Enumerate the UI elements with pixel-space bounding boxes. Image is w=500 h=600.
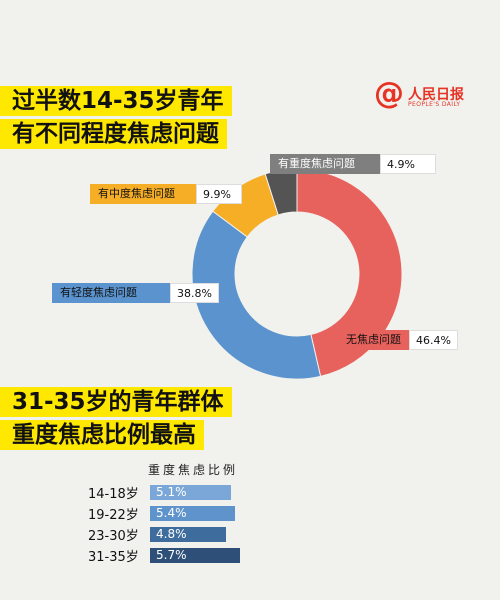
- callout-label: 无焦虑问题: [338, 330, 409, 350]
- donut-slice-mild-anxiety: [191, 210, 322, 380]
- bar-31-35: 5.7%: [150, 547, 240, 563]
- callout-label: 有重度焦虑问题: [270, 154, 380, 174]
- bar-category-label: 19-22岁: [88, 507, 139, 523]
- section-title-line-2: 重度焦虑比例最高: [0, 420, 204, 450]
- bar-value-label: 5.4%: [156, 505, 187, 520]
- bar-23-30: 4.8%: [150, 526, 226, 542]
- bar-value-label: 5.1%: [156, 484, 187, 499]
- logo-name: 人民日报: [408, 87, 464, 103]
- bar-chart-title: 重度焦虑比例: [148, 463, 239, 477]
- callout-mild-anxiety: 有轻度焦虑问题 38.8%: [52, 283, 219, 303]
- bar-row-19-22: 19-22岁 5.4%: [88, 505, 236, 523]
- bar-row-23-30: 23-30岁 4.8%: [88, 526, 226, 544]
- bar-category-label: 31-35岁: [88, 549, 139, 565]
- callout-value: 4.9%: [380, 154, 436, 174]
- logo-at-icon: @: [374, 76, 404, 111]
- callout-value: 46.4%: [409, 330, 458, 350]
- callout-value: 9.9%: [196, 184, 242, 204]
- callout-value: 38.8%: [170, 283, 219, 303]
- section-title-line-1: 31-35岁的青年群体: [0, 387, 232, 417]
- bar-category-label: 14-18岁: [88, 486, 139, 502]
- main-title-line-2: 有不同程度焦虑问题: [0, 119, 227, 149]
- bar-row-14-18: 14-18岁 5.1%: [88, 484, 231, 502]
- peoples-daily-logo: @ 人民日报 PEOPLE'S DAILY: [374, 76, 474, 114]
- callout-label: 有中度焦虑问题: [90, 184, 196, 204]
- main-title-line-1: 过半数14-35岁青年: [0, 86, 232, 116]
- donut-slice-no-anxiety: [296, 168, 403, 377]
- bar-19-22: 5.4%: [150, 505, 236, 521]
- bar-value-label: 5.7%: [156, 547, 187, 562]
- bar-14-18: 5.1%: [150, 484, 231, 500]
- section-title: 31-35岁的青年群体 重度焦虑比例最高: [0, 387, 232, 453]
- bar-category-label: 23-30岁: [88, 528, 139, 544]
- callout-label: 有轻度焦虑问题: [52, 283, 170, 303]
- callout-moderate-anxiety: 有中度焦虑问题 9.9%: [90, 184, 242, 204]
- logo-subtitle: PEOPLE'S DAILY: [408, 101, 461, 108]
- callout-no-anxiety: 无焦虑问题 46.4%: [338, 330, 458, 350]
- bar-value-label: 4.8%: [156, 526, 187, 541]
- bar-row-31-35: 31-35岁 5.7%: [88, 547, 240, 565]
- callout-severe-anxiety: 有重度焦虑问题 4.9%: [270, 154, 436, 174]
- main-title: 过半数14-35岁青年 有不同程度焦虑问题: [0, 86, 232, 152]
